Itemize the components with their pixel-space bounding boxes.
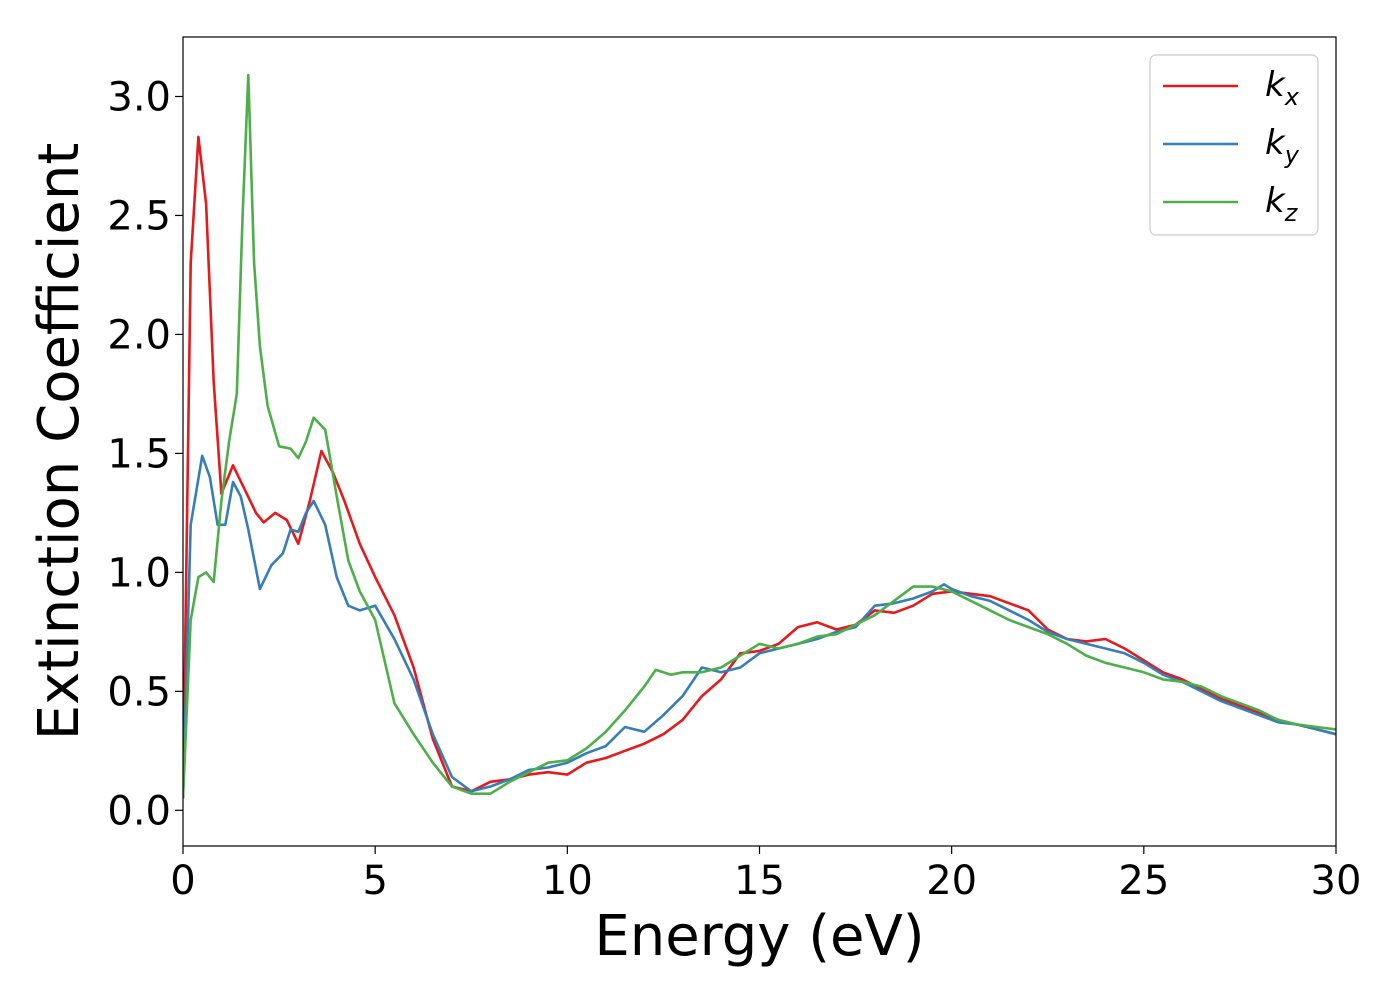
y-axis: 0.0 0.5 1.0 1.5 2.0 2.5 3.0	[107, 74, 183, 834]
y-tick-label: 2.5	[107, 193, 171, 239]
y-tick-label: 3.0	[107, 74, 171, 120]
legend-label-ky: ky	[1265, 123, 1300, 169]
series-line-ky	[183, 454, 1336, 799]
legend-label-kz: kz	[1265, 181, 1299, 227]
y-tick-label: 0.5	[107, 669, 171, 715]
x-tick-label: 30	[1311, 858, 1362, 904]
x-tick-label: 20	[926, 858, 977, 904]
y-tick-label: 1.5	[107, 431, 171, 477]
y-tick-label: 1.0	[107, 550, 171, 596]
plot-area	[183, 73, 1336, 799]
x-axis-label: Energy (eV)	[594, 904, 924, 969]
x-tick-label: 5	[362, 858, 387, 904]
x-tick-label: 0	[170, 858, 195, 904]
legend: kx ky kz	[1149, 54, 1319, 236]
y-axis-label: Extinction Coefficient	[27, 143, 92, 741]
y-tick-label: 0.0	[107, 788, 171, 834]
legend-label-kx: kx	[1265, 65, 1300, 111]
series-line-kx	[183, 135, 1336, 799]
x-tick-label: 15	[734, 858, 785, 904]
x-axis: 0 5 10 15 20 25 30	[170, 846, 1361, 904]
x-tick-label: 10	[542, 858, 593, 904]
y-tick-label: 2.0	[107, 312, 171, 358]
x-tick-label: 25	[1118, 858, 1169, 904]
series-layer	[183, 73, 1336, 799]
series-line-kz	[183, 73, 1336, 799]
